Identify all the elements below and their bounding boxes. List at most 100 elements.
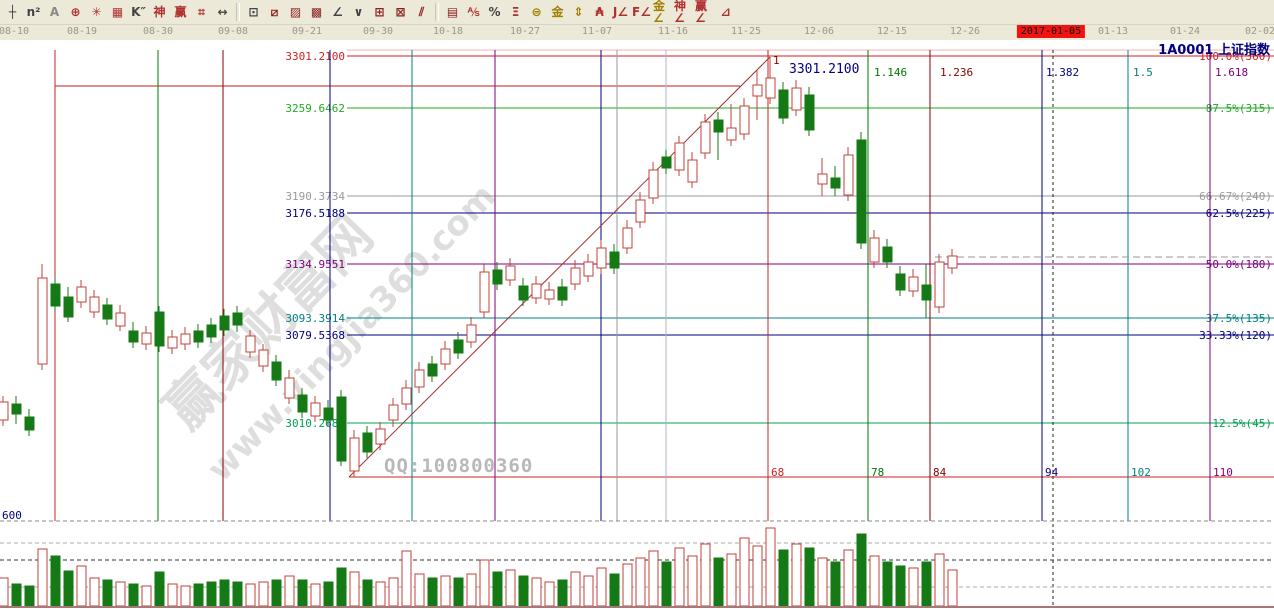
- drawing-toolbar: ┼ n² A ⊕ ✳ ▦ K″ 神赢 ⌗ ↔ ⊡ ⧄ ▨ ▩ ∠ ∨ ⊞ ⊠ ⫽ ▤ ⅍% Ξ ⊜ 金 ⇕ ₳ J∠ F∠ 金∠ 神∠ 赢∠…: [0, 0, 1274, 25]
- volume-bar: [206, 581, 217, 607]
- volume-bar: [843, 549, 854, 607]
- candle-body: [921, 284, 932, 301]
- volume-bar: [869, 555, 880, 607]
- date-tick: 10-18: [432, 26, 464, 37]
- kline-mark-tool-icon[interactable]: K″: [131, 5, 146, 19]
- date-tick: 11-25: [730, 26, 762, 37]
- vertical-measure-tool-icon[interactable]: ⇕: [573, 5, 584, 19]
- grid-box-tool-icon[interactable]: ▦: [111, 5, 124, 19]
- price-label: 3190.3734: [285, 190, 345, 203]
- n-square-tool-icon[interactable]: n²: [26, 5, 41, 19]
- candle-body: [11, 403, 22, 415]
- candle-body: [674, 142, 685, 171]
- candle-body: [310, 402, 321, 417]
- ying-angle-tool-icon[interactable]: 赢∠: [695, 0, 708, 25]
- volume-bar: [947, 569, 958, 607]
- percent-flag-tool-icon[interactable]: ⅍: [467, 5, 480, 19]
- candle-body: [401, 387, 412, 405]
- shen-angle-tool-icon[interactable]: 神∠: [674, 0, 687, 25]
- volume-bar: [219, 579, 230, 607]
- parallel-lines-tool-icon[interactable]: ⫽: [418, 5, 425, 19]
- candle-body: [869, 237, 880, 263]
- volume-bar: [518, 575, 529, 607]
- price-label: 3301.2100: [285, 50, 345, 63]
- bar-count-label: 78: [871, 466, 884, 479]
- candle-body: [713, 119, 724, 133]
- delta-angle-tool-icon[interactable]: ⊿: [720, 5, 731, 19]
- price-label: 3259.6462: [285, 102, 345, 115]
- retracement-label: 62.5%(225): [1206, 207, 1272, 220]
- grid-x-tool-icon[interactable]: ⊠: [395, 5, 406, 19]
- volume-bar: [804, 547, 815, 607]
- candle-body: [89, 296, 100, 313]
- retracement-label: 33.33%(120): [1199, 329, 1272, 342]
- crosshair-tool-icon[interactable]: ┼: [8, 5, 17, 19]
- percent-tool-icon[interactable]: %: [488, 5, 501, 19]
- star-cycle-tool-icon[interactable]: ✳: [91, 5, 102, 19]
- volume-bar: [895, 565, 906, 607]
- j-angle-tool-icon[interactable]: J∠: [612, 5, 629, 19]
- volume-bar: [700, 543, 711, 607]
- candle-body: [895, 273, 906, 291]
- date-tick: 10-27: [509, 26, 541, 37]
- bands-tool-icon[interactable]: Ξ: [511, 5, 520, 19]
- volume-bar: [89, 577, 100, 607]
- apex-label: 1: [773, 54, 780, 67]
- golden-section-tool-icon[interactable]: 金: [551, 5, 564, 19]
- date-tick: 09-08: [217, 26, 249, 37]
- stats-panel-tool-icon[interactable]: ▤: [446, 5, 459, 19]
- f-angle-tool-icon[interactable]: F∠: [632, 5, 651, 19]
- golden-circle-tool-icon[interactable]: ⊜: [531, 5, 542, 19]
- volume-bar: [661, 561, 672, 607]
- volume-bar: [440, 575, 451, 607]
- toolbar-separator: [435, 3, 439, 21]
- volume-bar: [427, 577, 438, 607]
- measurement-label: 3301.2100: [789, 62, 859, 77]
- retracement-label: 87.5%(315): [1206, 102, 1272, 115]
- width-measure-tool-icon[interactable]: ↔: [217, 5, 228, 19]
- candle-body: [284, 377, 295, 399]
- volume-bar: [739, 537, 750, 607]
- candle-body: [154, 311, 165, 347]
- bar-count-label: 68: [771, 466, 784, 479]
- volume-bar: [817, 557, 828, 607]
- candle-body: [765, 77, 776, 99]
- date-tick: 08-19: [66, 26, 98, 37]
- gold-angle-tool-icon[interactable]: 金∠: [653, 0, 666, 25]
- retracement-label: 66.67%(240): [1199, 190, 1272, 203]
- shaded-box-tool-icon[interactable]: ▨: [289, 5, 302, 19]
- angle-line-tool-icon[interactable]: ∠: [332, 5, 343, 19]
- candle-body: [908, 276, 919, 292]
- ruler-grid-tool-icon[interactable]: ⌗: [198, 5, 205, 19]
- volume-bar: [193, 583, 204, 607]
- grid-cross-tool-icon[interactable]: ⊞: [374, 5, 385, 19]
- ying-gann-tool-icon[interactable]: 赢: [174, 5, 187, 19]
- volume-bar: [622, 563, 633, 607]
- candle-body: [778, 89, 789, 119]
- pattern-box-tool-icon[interactable]: ▩: [310, 5, 323, 19]
- volume-bar: [37, 548, 48, 607]
- volume-bar: [180, 585, 191, 607]
- shen-gann-tool-icon[interactable]: 神: [153, 5, 166, 19]
- candle-body: [609, 251, 620, 269]
- candle-body: [245, 335, 256, 353]
- candle-body: [752, 84, 763, 97]
- date-tick: 01-24: [1169, 26, 1201, 37]
- circle-target-tool-icon[interactable]: ⊕: [70, 5, 81, 19]
- anchor-mark-tool-icon[interactable]: ₳: [595, 5, 604, 19]
- zigzag-tool-icon[interactable]: ∨: [353, 5, 364, 19]
- volume-bar: [284, 575, 295, 607]
- date-tick: 08-10: [0, 26, 30, 37]
- text-note-tool-icon[interactable]: A: [49, 5, 60, 19]
- box-frame-tool-icon[interactable]: ⊡: [248, 5, 259, 19]
- candle-body: [323, 407, 334, 421]
- volume-bar: [596, 567, 607, 607]
- volume-bar: [63, 570, 74, 607]
- price-label: 3079.5368: [285, 329, 345, 342]
- candle-body: [648, 169, 659, 199]
- volume-bar: [492, 571, 503, 607]
- volume-bar: [141, 585, 152, 607]
- gann-fan-tool-icon[interactable]: ⧄: [270, 5, 279, 19]
- measurement-label: 1.382: [1046, 66, 1079, 79]
